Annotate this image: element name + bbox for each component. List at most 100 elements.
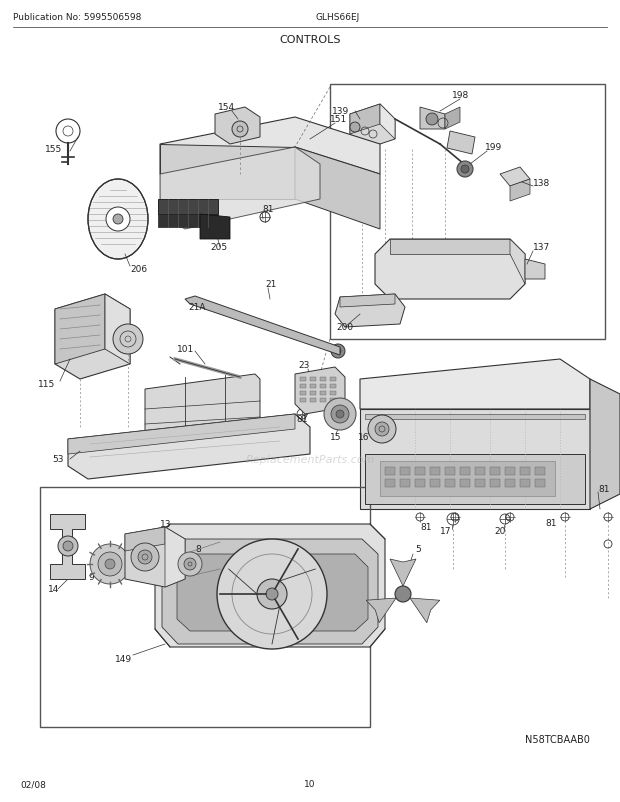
Polygon shape	[350, 105, 395, 150]
Polygon shape	[360, 410, 590, 509]
Circle shape	[138, 550, 152, 565]
Bar	[40, 488, 370, 727]
Text: GLHS66EJ: GLHS66EJ	[315, 14, 359, 22]
Bar	[320, 399, 326, 403]
Text: Publication No: 5995506598: Publication No: 5995506598	[13, 14, 141, 22]
Circle shape	[113, 325, 143, 354]
Polygon shape	[420, 107, 445, 130]
Circle shape	[461, 166, 469, 174]
Circle shape	[105, 559, 115, 569]
Bar	[320, 378, 326, 382]
Circle shape	[106, 208, 130, 232]
Polygon shape	[590, 379, 620, 509]
Text: 81: 81	[262, 205, 273, 214]
Polygon shape	[105, 294, 130, 365]
Bar	[330, 85, 605, 339]
Polygon shape	[185, 297, 340, 355]
Polygon shape	[525, 260, 545, 280]
Polygon shape	[55, 294, 105, 365]
Polygon shape	[158, 200, 218, 215]
Bar	[300, 378, 306, 382]
Bar	[330, 378, 336, 382]
Bar	[475, 480, 485, 488]
Bar	[460, 480, 470, 488]
Polygon shape	[177, 554, 368, 631]
Polygon shape	[162, 539, 378, 644]
Bar	[400, 468, 410, 476]
Text: 138: 138	[533, 178, 551, 187]
Bar	[460, 468, 470, 476]
Text: 101: 101	[177, 345, 194, 354]
Circle shape	[232, 122, 248, 138]
Polygon shape	[335, 294, 405, 327]
Bar	[535, 468, 545, 476]
Bar	[310, 391, 316, 395]
Bar	[320, 391, 326, 395]
Circle shape	[131, 543, 159, 571]
Polygon shape	[50, 514, 85, 579]
Polygon shape	[68, 415, 310, 480]
Circle shape	[375, 423, 389, 436]
Bar	[490, 480, 500, 488]
Polygon shape	[155, 525, 385, 647]
Circle shape	[335, 349, 341, 354]
Circle shape	[90, 545, 130, 585]
Text: 16: 16	[358, 433, 370, 442]
Polygon shape	[295, 148, 380, 229]
Bar	[385, 468, 395, 476]
Bar	[520, 468, 530, 476]
Text: 137: 137	[533, 243, 551, 252]
Polygon shape	[350, 105, 380, 135]
Polygon shape	[125, 528, 185, 587]
Polygon shape	[158, 215, 218, 228]
Circle shape	[350, 123, 360, 133]
Bar	[505, 480, 515, 488]
Circle shape	[58, 537, 78, 557]
Bar	[310, 399, 316, 403]
Polygon shape	[510, 240, 525, 285]
Bar	[400, 480, 410, 488]
Text: 200: 200	[336, 323, 353, 332]
Bar	[300, 399, 306, 403]
Polygon shape	[500, 168, 530, 187]
Bar	[430, 480, 440, 488]
Text: 206: 206	[130, 265, 147, 274]
Polygon shape	[366, 598, 396, 623]
Text: 9: 9	[88, 573, 94, 581]
Bar	[310, 378, 316, 382]
Circle shape	[266, 588, 278, 600]
Polygon shape	[390, 240, 510, 255]
Circle shape	[113, 215, 123, 225]
Text: 13: 13	[160, 520, 172, 529]
Circle shape	[178, 553, 202, 577]
Circle shape	[368, 415, 396, 444]
Bar	[415, 480, 425, 488]
Bar	[330, 384, 336, 388]
Circle shape	[331, 345, 345, 358]
Text: 149: 149	[115, 654, 132, 664]
Circle shape	[184, 558, 196, 570]
Text: 81: 81	[545, 519, 557, 528]
Bar	[385, 480, 395, 488]
Text: 8: 8	[195, 545, 201, 554]
Circle shape	[324, 399, 356, 431]
Polygon shape	[145, 375, 260, 439]
Circle shape	[426, 114, 438, 126]
Text: 17: 17	[440, 527, 451, 536]
Bar	[330, 391, 336, 395]
Text: 81: 81	[598, 485, 609, 494]
Bar	[380, 461, 555, 496]
Bar	[445, 468, 455, 476]
Polygon shape	[445, 107, 460, 130]
Polygon shape	[160, 118, 380, 175]
Text: 198: 198	[452, 91, 469, 100]
Circle shape	[457, 162, 473, 178]
Polygon shape	[390, 559, 416, 586]
Text: 139: 139	[332, 107, 349, 116]
Text: 21A: 21A	[188, 303, 205, 312]
Bar	[490, 468, 500, 476]
Text: 20: 20	[494, 527, 505, 536]
Polygon shape	[215, 107, 260, 145]
Bar	[300, 391, 306, 395]
Circle shape	[395, 586, 411, 602]
